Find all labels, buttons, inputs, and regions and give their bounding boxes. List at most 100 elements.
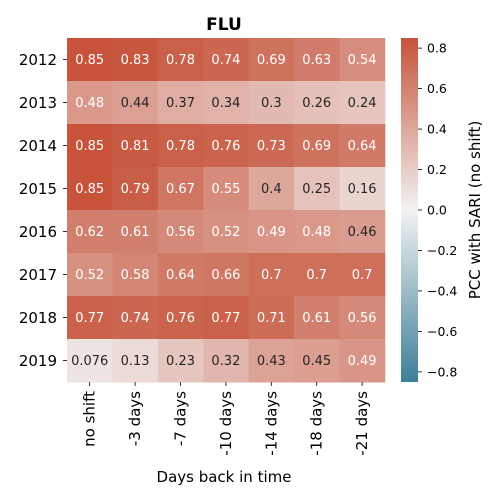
y-tick-label: 2019	[19, 352, 57, 370]
heatmap-cell	[339, 38, 386, 82]
x-tick-label: -7 days	[172, 391, 190, 446]
cell-value-label: 0.3	[261, 96, 282, 111]
heatmap-cell	[112, 210, 159, 254]
heatmap-cell	[203, 38, 250, 82]
cell-value-label: 0.85	[75, 139, 104, 154]
cell-value-label: 0.44	[121, 96, 150, 111]
heatmap-cell	[248, 296, 295, 340]
cell-value-label: 0.26	[302, 96, 331, 111]
heatmap-cell	[157, 81, 204, 125]
y-tick-label: 2016	[19, 223, 57, 241]
heatmap-cell	[112, 81, 159, 125]
cell-value-label: 0.56	[166, 225, 195, 240]
heatmap-cell	[203, 210, 250, 254]
heatmap-cell	[112, 253, 159, 297]
heatmap-cell	[339, 210, 386, 254]
cell-value-label: 0.74	[121, 311, 150, 326]
cell-value-label: 0.23	[166, 354, 195, 369]
heatmap-cell	[157, 167, 204, 211]
heatmap-cell	[339, 167, 386, 211]
cell-value-label: 0.7	[306, 268, 327, 283]
heatmap-cell	[67, 339, 113, 383]
heatmap-cell	[248, 210, 295, 254]
colorbar-tick-label: −0.8	[427, 364, 457, 379]
heatmap-cell	[339, 339, 386, 383]
cell-value-label: 0.77	[211, 311, 240, 326]
cell-value-label: 0.77	[75, 311, 104, 326]
colorbar-ticks: 0.8 0.6 0.4 0.2 0.0 −0.2 −0.4 −0.6 −0.8	[418, 41, 457, 379]
heatmap-cell	[294, 210, 340, 254]
heatmap-cell	[248, 124, 295, 168]
heatmap-cell	[112, 38, 159, 82]
colorbar-tick-label: 0.4	[427, 122, 447, 137]
cell-value-label: 0.49	[257, 225, 286, 240]
heatmap-cell	[157, 296, 204, 340]
heatmap-cell	[157, 210, 204, 254]
cell-value-label: 0.25	[302, 182, 331, 197]
y-tick-label: 2017	[19, 266, 57, 284]
heatmap-cell	[339, 81, 386, 125]
cell-value-label: 0.85	[75, 53, 104, 68]
colorbar-tick-label: 0.8	[427, 41, 447, 56]
heatmap-cell	[157, 253, 204, 297]
cell-value-label: 0.71	[257, 311, 286, 326]
cell-value-label: 0.73	[257, 139, 286, 154]
cell-value-label: 0.076	[71, 354, 108, 369]
heatmap-cell	[294, 167, 340, 211]
cell-value-label: 0.76	[166, 311, 195, 326]
heatmap-cell	[203, 253, 250, 297]
cell-value-label: 0.78	[166, 139, 195, 154]
cell-value-label: 0.64	[166, 268, 195, 283]
cell-value-label: 0.56	[348, 311, 377, 326]
heatmap-cell	[294, 339, 340, 383]
x-axis-tick-labels: no shift -3 days -7 days -10 days -14 days -1…	[81, 382, 371, 456]
heatmap-cell	[67, 253, 113, 297]
cell-value-label: 0.16	[348, 182, 377, 197]
chart-title: FLU	[206, 15, 242, 35]
heatmap-cell	[203, 124, 250, 168]
cell-value-label: 0.62	[75, 225, 104, 240]
cell-value-label: 0.76	[211, 139, 240, 154]
heatmap-cell	[157, 124, 204, 168]
heatmap-cell	[339, 124, 386, 168]
cell-value-label: 0.69	[257, 53, 286, 68]
cell-value-label: 0.81	[121, 139, 150, 154]
heatmap-cell	[203, 339, 250, 383]
cell-value-label: 0.54	[348, 53, 377, 68]
cell-value-label: 0.4	[261, 182, 282, 197]
cell-value-label: 0.7	[261, 268, 282, 283]
heatmap-cell	[203, 296, 250, 340]
cell-value-label: 0.58	[121, 268, 150, 283]
heatmap-cell	[112, 339, 159, 383]
x-tick-label: -3 days	[126, 391, 144, 446]
y-tick-label: 2018	[19, 309, 57, 327]
y-tick-label: 2013	[19, 94, 57, 112]
heatmap-cell	[294, 38, 340, 82]
cell-value-label: 0.48	[75, 96, 104, 111]
cell-value-label: 0.66	[211, 268, 240, 283]
heatmap-cell	[203, 81, 250, 125]
cell-value-label: 0.78	[166, 53, 195, 68]
colorbar-tick-label: 0.0	[427, 203, 447, 218]
colorbar-tick-label: 0.2	[427, 162, 447, 177]
heatmap-cell	[294, 253, 340, 297]
heatmap-cell	[112, 296, 159, 340]
cell-value-label: 0.37	[166, 96, 195, 111]
x-tick-label: -18 days	[308, 391, 326, 456]
colorbar-gradient	[401, 38, 418, 382]
colorbar-tick-label: −0.4	[427, 283, 457, 298]
heatmap-cell	[67, 81, 113, 125]
heatmap-cell	[339, 253, 386, 297]
cell-value-label: 0.45	[302, 354, 331, 369]
x-tick-label: no shift	[81, 391, 99, 447]
heatmap-cell	[67, 167, 113, 211]
heatmap-cell	[248, 253, 295, 297]
cell-value-label: 0.46	[348, 225, 377, 240]
y-axis-tick-labels: 2012 2013 2014 2015 2016 2017 2018 2019	[19, 51, 67, 370]
cell-value-label: 0.43	[257, 354, 286, 369]
y-tick-label: 2014	[19, 137, 57, 155]
heatmap-cell	[248, 339, 295, 383]
heatmap-cell	[67, 38, 113, 82]
colorbar-tick-label: 0.6	[427, 81, 447, 96]
